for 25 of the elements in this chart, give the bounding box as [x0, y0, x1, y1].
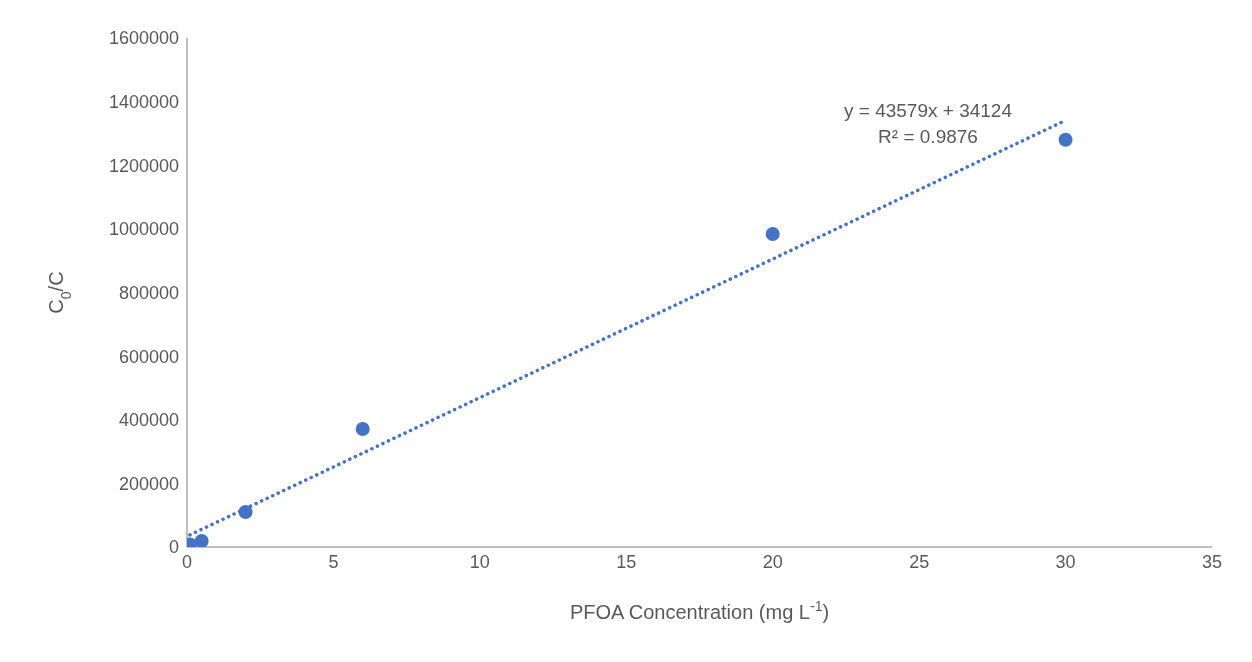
y-tick-label: 1600000 — [108, 28, 179, 49]
x-tick-label: 25 — [909, 551, 930, 572]
point — [765, 226, 780, 241]
x-axis-title: PFOA Concentration (mg L$^{-1}$) — [569, 598, 830, 623]
x-tick-label: 35 — [1201, 551, 1223, 572]
y-tick-label: 400000 — [118, 410, 179, 431]
y-tick-label: 800000 — [118, 282, 179, 303]
x-tick-label: 10 — [469, 551, 490, 572]
annotation: y = 43579x + 34124 — [843, 99, 1013, 123]
point — [1058, 132, 1073, 147]
y-tick-label: 600000 — [118, 346, 179, 367]
x-tick-label: 0 — [181, 551, 193, 572]
annotation: R² = 0.9876 — [877, 125, 979, 149]
y-tick-label: 200000 — [118, 473, 179, 494]
point — [355, 421, 370, 436]
x-tick-label: 15 — [616, 551, 637, 572]
y-tick-label: 0 — [168, 537, 179, 558]
point — [238, 505, 253, 520]
point — [194, 533, 209, 547]
x-tick-label: 5 — [328, 551, 339, 572]
y-tick-label: 1400000 — [108, 92, 179, 113]
x-tick-label: 30 — [1055, 551, 1076, 572]
x-tick-label: 20 — [762, 551, 783, 572]
y-tick-label: 1000000 — [108, 219, 179, 240]
y-tick-label: 1200000 — [108, 155, 179, 176]
